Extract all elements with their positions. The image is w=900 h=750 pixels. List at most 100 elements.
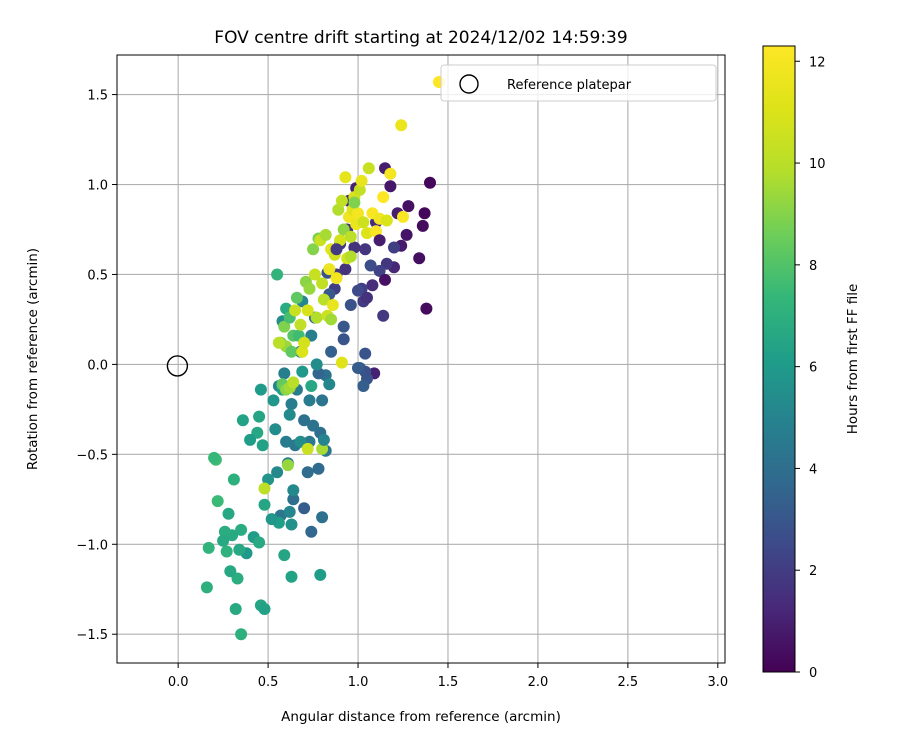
scatter-point xyxy=(271,466,284,479)
scatter-point xyxy=(325,313,338,326)
scatter-point xyxy=(258,482,271,495)
scatter-point xyxy=(258,603,271,615)
scatter-point xyxy=(373,264,386,277)
colorbar-tick-label: 6 xyxy=(809,361,817,376)
x-axis: 0.0 0.5 1.0 1.5 2.0 2.5 3.0 xyxy=(168,663,728,690)
legend-entry-label: Reference platepar xyxy=(507,78,632,93)
scatter-point xyxy=(220,545,233,558)
scatter-point xyxy=(400,228,413,241)
scatter-point xyxy=(344,250,357,263)
scatter-point xyxy=(424,176,436,189)
scatter-point xyxy=(379,273,391,286)
scatter-point xyxy=(298,414,311,427)
scatter-point xyxy=(262,473,275,486)
scatter-point xyxy=(418,207,431,220)
scatter-point xyxy=(344,299,357,311)
scatter-point xyxy=(285,518,298,531)
y-tick-label: −1.0 xyxy=(76,538,108,553)
x-tick-label: 0.5 xyxy=(258,675,279,690)
scatter-point xyxy=(325,345,338,358)
scatter-point xyxy=(301,466,314,479)
scatter-point xyxy=(364,259,377,272)
scatter-point xyxy=(323,263,336,276)
scatter-point xyxy=(312,462,325,475)
scatter-point xyxy=(236,414,249,427)
scatter-point xyxy=(335,194,348,207)
scatter-point xyxy=(380,214,393,227)
scatter-point xyxy=(217,534,230,547)
scatter-point xyxy=(348,196,361,209)
legend: Reference platepar xyxy=(440,64,717,102)
scatter-point xyxy=(339,263,352,276)
scatter-point xyxy=(339,171,352,184)
scatter-point xyxy=(235,628,248,641)
y-tick-label: 0.5 xyxy=(87,268,108,283)
scatter-point xyxy=(202,541,215,554)
y-tick-label: −0.5 xyxy=(76,448,108,463)
scatter-point xyxy=(359,347,372,360)
scatter-point xyxy=(289,304,302,317)
scatter-point xyxy=(384,180,397,193)
scatter-point xyxy=(298,502,311,515)
y-axis: −1.5 −1.0 −0.5 0.0 0.5 1.0 1.5 xyxy=(76,89,117,643)
scatter-point xyxy=(397,210,409,223)
x-tick-label: 2.5 xyxy=(618,675,639,690)
scatter-point xyxy=(416,219,429,232)
scatter-point xyxy=(287,484,300,497)
scatter-point xyxy=(296,365,309,378)
scatter-point xyxy=(353,183,366,196)
scatter-point xyxy=(348,241,361,254)
scatter-point xyxy=(352,284,364,297)
colorbar-tick-label: 0 xyxy=(809,666,817,681)
scatter-point xyxy=(253,536,266,549)
scatter-point xyxy=(314,568,327,581)
scatter-point xyxy=(208,451,221,464)
scatter-point xyxy=(271,268,284,281)
scatter-point xyxy=(308,268,321,281)
legend-box xyxy=(440,64,717,102)
scatter-point xyxy=(224,565,237,578)
scatter-point xyxy=(316,277,329,290)
scatter-point xyxy=(272,336,285,349)
scatter-point xyxy=(200,581,213,594)
scatter-point xyxy=(267,394,280,407)
scatter-point xyxy=(337,320,350,333)
scatter-point xyxy=(303,394,316,407)
scatter-point xyxy=(337,333,350,346)
scatter-point xyxy=(285,398,298,410)
scatter-point xyxy=(278,549,291,562)
scatter-point xyxy=(334,234,347,247)
scatter-point xyxy=(307,243,320,256)
scatter-point xyxy=(253,410,266,423)
x-tick-label: 0.0 xyxy=(168,675,189,690)
scatter-point xyxy=(283,505,296,518)
scatter-point xyxy=(330,243,343,256)
scatter-point xyxy=(265,513,278,526)
scatter-point xyxy=(413,252,426,265)
scatter-point xyxy=(344,230,357,243)
scatter-point xyxy=(281,459,294,472)
scatter-point xyxy=(280,435,293,448)
x-tick-label: 3.0 xyxy=(707,675,728,690)
scatter-point xyxy=(319,228,332,241)
colorbar-label: Hours from first FF file xyxy=(845,284,861,435)
scatter-point xyxy=(323,378,336,391)
grid xyxy=(117,55,725,663)
scatter-point xyxy=(254,383,267,396)
scatter-point xyxy=(256,439,269,452)
reference-platepar-marker xyxy=(166,355,189,377)
scatter-point xyxy=(287,376,300,389)
scatter-point xyxy=(420,302,433,315)
scatter-point xyxy=(244,433,257,446)
y-axis-label: Rotation from reference (arcmin) xyxy=(25,248,41,470)
colorbar xyxy=(762,45,796,673)
scatter-point xyxy=(317,293,330,306)
x-tick-label: 2.0 xyxy=(528,675,549,690)
scatter-point xyxy=(395,119,408,132)
scatter-point xyxy=(335,356,348,369)
scatter-point xyxy=(332,203,345,216)
scatter-point xyxy=(229,603,242,615)
scatter-point xyxy=(269,423,282,436)
colorbar-tick-label: 2 xyxy=(809,564,817,579)
